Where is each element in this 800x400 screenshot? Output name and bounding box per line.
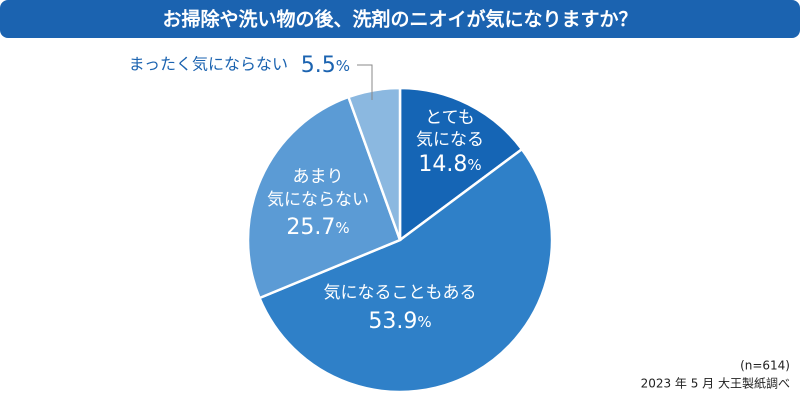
value-label: 53.9% [368, 309, 431, 334]
slice-label: 気になることもある [324, 283, 477, 303]
pie-slice [346, 86, 402, 241]
leader-line [357, 64, 373, 100]
value-label: 25.7% [286, 215, 349, 240]
pie-slice [257, 147, 554, 394]
slice-label: とても気になる [416, 108, 484, 150]
title-bar [0, 0, 800, 38]
slice-label: あまり気にならない [267, 167, 369, 210]
pie-slice [398, 86, 524, 243]
note: 2023 年 5 月 大王製紙調べ [641, 376, 790, 391]
note: (n=614) [740, 359, 790, 373]
slice-label: まったく気にならない [129, 55, 288, 74]
value-label: 14.8% [418, 152, 481, 177]
pie-slice [246, 95, 402, 300]
value-label: 5.5% [301, 53, 350, 78]
chart-title: お掃除や洗い物の後、洗剤のニオイが気になりますか？ [162, 8, 637, 31]
